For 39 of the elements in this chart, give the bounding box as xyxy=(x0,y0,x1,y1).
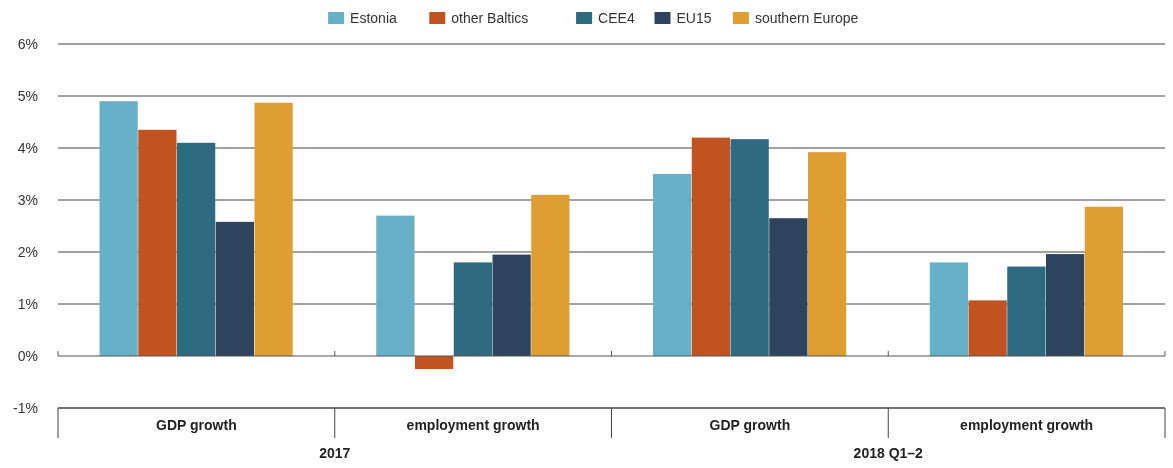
x-tick-label: GDP growth xyxy=(709,417,791,433)
y-tick-label: 2% xyxy=(17,243,38,260)
legend-label: other Baltics xyxy=(451,9,529,26)
bar xyxy=(929,262,969,356)
y-tick-label: 4% xyxy=(17,139,38,156)
bar xyxy=(376,215,415,356)
bar xyxy=(177,142,216,356)
legend-label: CEE4 xyxy=(598,9,635,26)
legend-label: Estonia xyxy=(350,9,398,26)
bar xyxy=(492,254,531,356)
y-tick-label: 6% xyxy=(17,35,38,52)
y-tick-label: 0% xyxy=(17,347,38,364)
x-tick-label: GDP growth xyxy=(156,417,237,433)
bar xyxy=(653,174,692,356)
bar xyxy=(453,262,492,356)
legend-label: EU15 xyxy=(676,9,712,26)
text: 2017 xyxy=(319,445,351,461)
bar xyxy=(254,102,293,356)
bar xyxy=(99,101,138,356)
x-tick-label: employment growth xyxy=(406,417,540,433)
bar xyxy=(730,139,769,356)
y-tick-label: -1% xyxy=(13,399,38,416)
bar xyxy=(807,152,847,356)
y-tick-label: 5% xyxy=(17,87,38,104)
bar xyxy=(215,221,254,356)
bar xyxy=(138,129,177,356)
bar xyxy=(1007,266,1046,356)
bar xyxy=(1046,254,1085,356)
bar xyxy=(968,300,1007,356)
text: 2018 Q1–2 xyxy=(853,445,924,461)
y-tick-label: 1% xyxy=(17,295,38,312)
legend-label: southern Europe xyxy=(754,9,859,26)
bar xyxy=(531,194,570,356)
bar xyxy=(691,137,730,356)
x-tick-label: employment growth xyxy=(960,417,1094,433)
bar xyxy=(1084,206,1123,356)
y-tick-label: 3% xyxy=(17,191,38,208)
bar xyxy=(769,218,808,356)
bar xyxy=(415,356,454,369)
